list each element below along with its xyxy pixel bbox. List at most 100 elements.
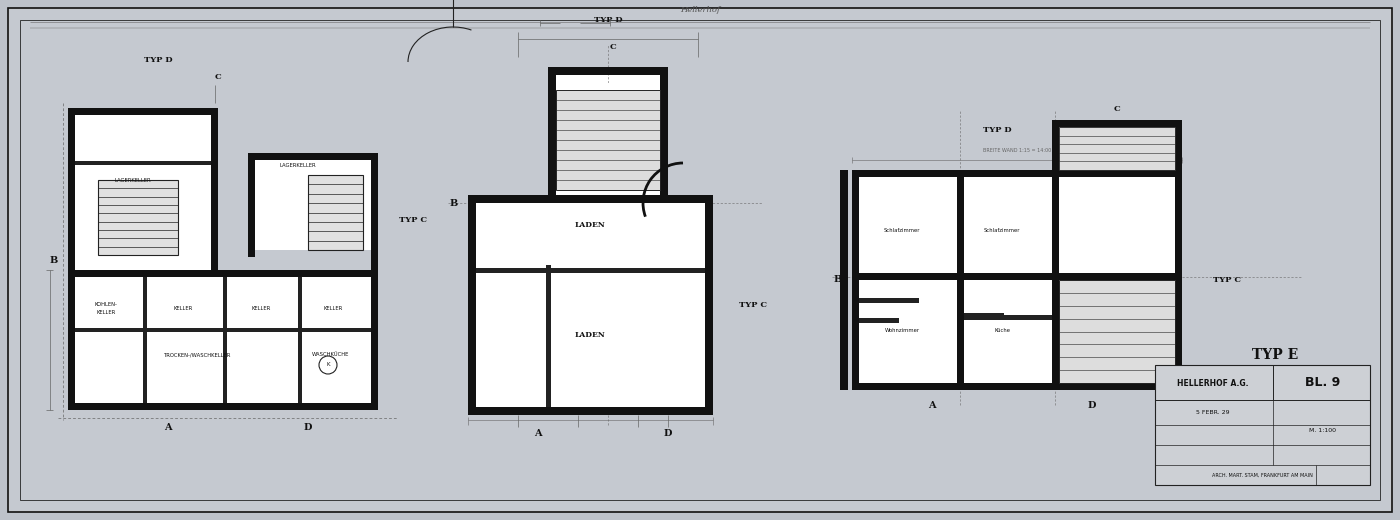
Bar <box>853 383 1182 390</box>
Text: ARCH. MART. STAM, FRANKFURT AM MAIN: ARCH. MART. STAM, FRANKFURT AM MAIN <box>1212 473 1313 477</box>
Bar <box>69 270 76 410</box>
Text: BL. 9: BL. 9 <box>1305 376 1340 389</box>
Bar <box>248 153 378 160</box>
Text: 5 FEBR. 29: 5 FEBR. 29 <box>1196 410 1229 415</box>
Bar <box>69 403 378 410</box>
Bar <box>860 298 918 303</box>
Bar <box>69 270 378 410</box>
Bar <box>69 270 378 277</box>
Text: C: C <box>214 73 221 81</box>
Bar <box>476 203 706 407</box>
Bar <box>556 90 659 190</box>
Bar <box>468 407 713 415</box>
Bar <box>248 160 255 257</box>
Text: KELLER: KELLER <box>174 306 193 311</box>
Text: K: K <box>326 362 330 368</box>
Text: LADEN: LADEN <box>574 331 605 339</box>
Text: TYP C: TYP C <box>1212 276 1240 284</box>
Bar <box>248 160 378 250</box>
Bar <box>706 195 713 415</box>
Text: Wohnzimmer: Wohnzimmer <box>885 328 920 332</box>
Text: LAGERKELLER: LAGERKELLER <box>115 177 151 183</box>
Bar <box>143 277 147 403</box>
Text: KELLER: KELLER <box>97 310 116 316</box>
Bar <box>211 115 218 277</box>
Bar <box>98 180 178 255</box>
Text: M. 1:100: M. 1:100 <box>1309 427 1336 433</box>
Text: A: A <box>928 401 935 410</box>
Bar <box>1051 177 1058 383</box>
Text: TYP C: TYP C <box>739 301 767 309</box>
Bar <box>860 177 958 383</box>
Text: TYP D: TYP D <box>594 16 623 24</box>
Text: D: D <box>304 423 312 433</box>
Bar <box>76 161 211 165</box>
Bar <box>1051 170 1182 177</box>
Bar <box>69 115 76 277</box>
Bar <box>965 313 1004 318</box>
Bar <box>1051 120 1182 127</box>
Bar <box>76 328 371 332</box>
Bar <box>468 195 476 415</box>
Text: KELLER: KELLER <box>323 306 343 311</box>
Bar <box>298 325 302 403</box>
Text: TYP D: TYP D <box>144 56 172 64</box>
Text: TROCKEN-/WASCHKELLER: TROCKEN-/WASCHKELLER <box>164 353 231 358</box>
Bar <box>546 265 552 407</box>
Bar <box>476 268 706 273</box>
Bar <box>255 167 371 250</box>
Text: LAGERKELLER: LAGERKELLER <box>280 163 316 167</box>
Bar <box>1051 120 1058 170</box>
Text: A: A <box>535 428 542 437</box>
Bar <box>298 277 302 403</box>
Text: D: D <box>1088 401 1096 410</box>
Bar <box>547 75 556 203</box>
Text: D: D <box>664 428 672 437</box>
Text: Schlafzimmer: Schlafzimmer <box>883 228 920 232</box>
Bar <box>860 177 1175 273</box>
Bar <box>223 277 227 403</box>
Bar <box>860 273 1175 280</box>
Circle shape <box>319 356 337 374</box>
Bar <box>958 177 965 383</box>
Bar <box>1175 120 1182 170</box>
Bar <box>965 177 1051 383</box>
Bar <box>1058 280 1175 383</box>
Bar <box>69 115 218 270</box>
Bar <box>1058 127 1175 170</box>
Text: LADEN: LADEN <box>574 221 605 229</box>
Bar <box>860 177 1175 383</box>
Text: B: B <box>449 199 458 207</box>
Text: BREITE WAND 1:15 = 14:00: BREITE WAND 1:15 = 14:00 <box>983 148 1051 152</box>
Text: HELLERHOF A.G.: HELLERHOF A.G. <box>1177 379 1249 387</box>
Text: B: B <box>50 255 59 265</box>
Text: TYP C: TYP C <box>399 216 427 224</box>
Text: WASCHKÜCHE: WASCHKÜCHE <box>312 353 350 358</box>
Bar <box>860 318 899 323</box>
Bar <box>556 83 659 195</box>
Text: TYP D: TYP D <box>983 126 1011 134</box>
Text: Schlafzimmer: Schlafzimmer <box>984 228 1021 232</box>
Bar <box>468 195 713 203</box>
Text: KELLER: KELLER <box>252 306 270 311</box>
Bar <box>308 175 363 250</box>
Bar <box>547 75 668 195</box>
Bar <box>1155 365 1371 485</box>
Bar <box>659 75 668 203</box>
Bar <box>840 170 848 390</box>
Bar <box>248 270 378 277</box>
Bar <box>547 67 668 75</box>
Bar <box>371 160 378 277</box>
Bar <box>965 315 1051 320</box>
Bar <box>468 195 713 415</box>
Text: Hellerhof: Hellerhof <box>680 6 720 14</box>
Bar <box>76 122 211 270</box>
Bar <box>1175 170 1182 390</box>
Text: C: C <box>609 43 616 51</box>
Bar <box>76 277 371 403</box>
Bar <box>853 170 1182 177</box>
Text: C: C <box>1113 105 1120 113</box>
Text: B: B <box>834 276 843 284</box>
Text: KOHLEN-: KOHLEN- <box>95 303 118 307</box>
Text: Küche: Küche <box>994 328 1009 332</box>
